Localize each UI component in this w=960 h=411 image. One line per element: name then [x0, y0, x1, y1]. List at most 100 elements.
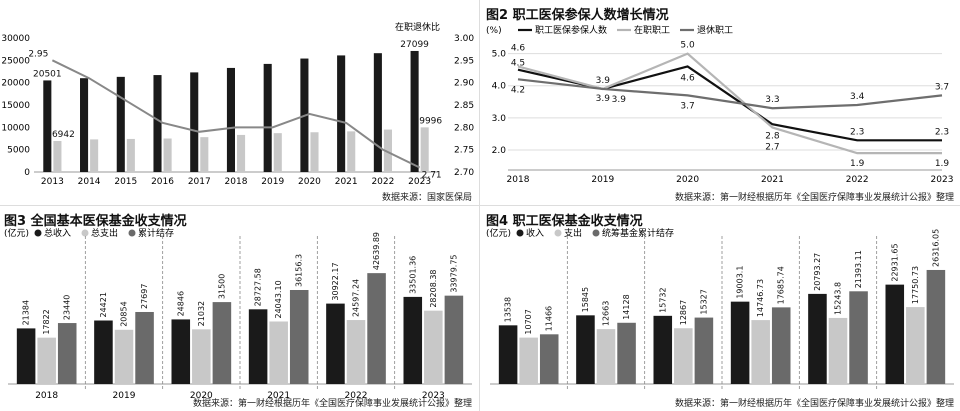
legend-label-2: 统筹基金累计结存: [602, 227, 674, 239]
x-tick-label: 2018: [225, 177, 248, 187]
bar-2013-s0: [43, 80, 52, 172]
bar-2019-s2: [617, 322, 636, 384]
chart-svg: (亿元) 收入 支出 统筹基金累计结存 13538 10707 11466 15845 1266…: [486, 227, 954, 390]
series-line-1: [517, 52, 942, 155]
bar-2023-s0: [885, 284, 905, 384]
data-label-2022-s0: 20793.27: [813, 253, 822, 291]
y-tick-label-left: 20000: [1, 79, 30, 89]
legend-swatch-2: [592, 229, 600, 237]
chart-svg: (亿元) 总收入 总支出 累计结存 21384 17822 23440 2018 24421 20…: [4, 227, 472, 401]
bar-2021-s0: [248, 309, 268, 384]
bar-2021-s1: [269, 321, 288, 384]
y-tick-label-right: 2.95: [454, 56, 474, 66]
data-label-2-2019: 3.9: [612, 95, 627, 105]
x-tick-label: 2013: [41, 177, 64, 187]
data-label: 2.95: [28, 49, 48, 59]
bar-2018-s1: [237, 134, 246, 172]
y-tick-label: 3.0: [492, 114, 507, 124]
x-tick-label: 2019: [591, 175, 614, 185]
data-label-1-2023: 1.9: [935, 159, 950, 169]
data-label-2-2023: 3.7: [935, 82, 949, 92]
data-label-2022-s1: 24597.24: [352, 279, 361, 317]
legend-label-0: 职工医保参保人数: [535, 24, 607, 36]
data-label-2019-s1: 20854: [120, 301, 129, 326]
x-tick-label: 2015: [114, 177, 137, 187]
data-label-2018-s2: 23440: [63, 295, 72, 320]
data-label-2019-s2: 27697: [140, 284, 149, 309]
data-label-2023-s1: 17750.73: [911, 266, 920, 304]
data-label-2020-s0: 24846: [176, 291, 185, 316]
bar-2023-s0: [410, 50, 419, 172]
chart-title: 图3 全国基本医保基金收支情况: [4, 214, 187, 229]
bar-2017-s0: [190, 72, 199, 172]
x-tick-label: 2022: [345, 391, 368, 401]
data-label: 9996: [419, 116, 442, 126]
bar-2020-s1: [192, 329, 211, 384]
bar-2022-s1: [828, 317, 848, 384]
x-tick-label: 2023: [931, 175, 954, 185]
x-tick-label: 2022: [846, 175, 869, 185]
bar-2022-s0: [808, 293, 827, 384]
bar-2019-s2: [135, 311, 154, 384]
bar-2020-s1: [310, 132, 319, 172]
data-label-2020-s1: 21032: [197, 301, 206, 326]
data-label-1-2018: 4.6: [511, 43, 526, 53]
unit-label: (%): [486, 26, 502, 36]
y-tick-label-right: 2.85: [454, 101, 474, 111]
x-tick-label: 2014: [78, 177, 101, 187]
data-label-2022-s1: 15243.8: [834, 282, 843, 315]
data-label-2019-s1: 12663: [602, 301, 611, 326]
line-ratio: [51, 59, 421, 169]
legend-label-0: 收入: [526, 227, 544, 239]
y-tick-label: 2.0: [492, 146, 507, 156]
bar-2023-s0: [403, 296, 423, 384]
data-label-2018-s0: 21384: [22, 300, 31, 325]
data-label-1-2022: 1.9: [850, 159, 865, 169]
x-tick-label: 2019: [113, 391, 136, 401]
data-label-2-2021: 3.3: [765, 95, 779, 105]
chart-svg: 0 5000 10000 15000 20000 25000 30000 2.70 2.75 2.…: [1, 21, 474, 187]
x-tick-label: 2023: [408, 177, 431, 187]
data-label-2022-s0: 30922.17: [331, 262, 340, 300]
data-label-2023-s2: 33979.75: [449, 254, 458, 292]
data-label-2021-s0: 19003.1: [736, 266, 745, 299]
chart-title: 图4 职工医保基金收支情况: [486, 214, 643, 229]
legend-label-2: 累计结存: [138, 227, 174, 239]
bar-2018-s2: [539, 334, 559, 384]
bar-2016-s1: [163, 138, 172, 172]
x-tick-label: 2021: [761, 175, 784, 185]
data-label-2021-s1: 24043.10: [274, 280, 283, 318]
bar-2022-s0: [326, 303, 345, 384]
y-tick-label-right: 2.70: [454, 168, 474, 178]
y-tick-label-left: 25000: [1, 56, 30, 66]
data-label: 6942: [52, 130, 75, 140]
bar-2021-s1: [347, 131, 356, 172]
data-label: 27099: [400, 40, 429, 50]
legend-swatch-0: [34, 229, 42, 237]
bar-2023-s1: [424, 310, 443, 384]
bar-2019-s0: [263, 63, 272, 173]
data-label-1-2020: 5.0: [680, 41, 695, 51]
y-tick-label: 4.0: [492, 82, 507, 92]
unit-label: (亿元): [486, 227, 511, 239]
y-tick-label-left: 15000: [1, 101, 30, 111]
y-tick-label-left: 10000: [1, 123, 30, 133]
y-tick-label-right: 3.00: [454, 34, 474, 44]
x-tick-label: 2021: [335, 177, 358, 187]
bar-2021-s0: [730, 301, 750, 384]
data-label-2018-s1: 10707: [524, 309, 533, 334]
data-label: 20501: [33, 69, 62, 79]
data-label-2-2020: 3.7: [680, 101, 694, 111]
x-tick-label: 2016: [151, 177, 174, 187]
bar-2023-s2: [444, 295, 464, 384]
data-label-0-2018: 4.5: [511, 59, 525, 69]
data-label-1-2019: 3.9: [596, 76, 611, 86]
bar-2017-s1: [200, 137, 209, 172]
data-label-2020-s0: 15732: [658, 287, 667, 312]
x-tick-label: 2020: [298, 177, 321, 187]
bar-2019-s0: [94, 320, 113, 384]
legend-label-1: 总支出: [91, 227, 118, 239]
chart-source: 数据来源：第一财经根据历年《全国医疗保障事业发展统计公报》整理: [674, 193, 954, 203]
data-label-2022-s2: 21393.11: [854, 250, 863, 288]
chart-source: 数据来源：第一财经根据历年《全国医疗保障事业发展统计公报》整理: [192, 399, 472, 409]
